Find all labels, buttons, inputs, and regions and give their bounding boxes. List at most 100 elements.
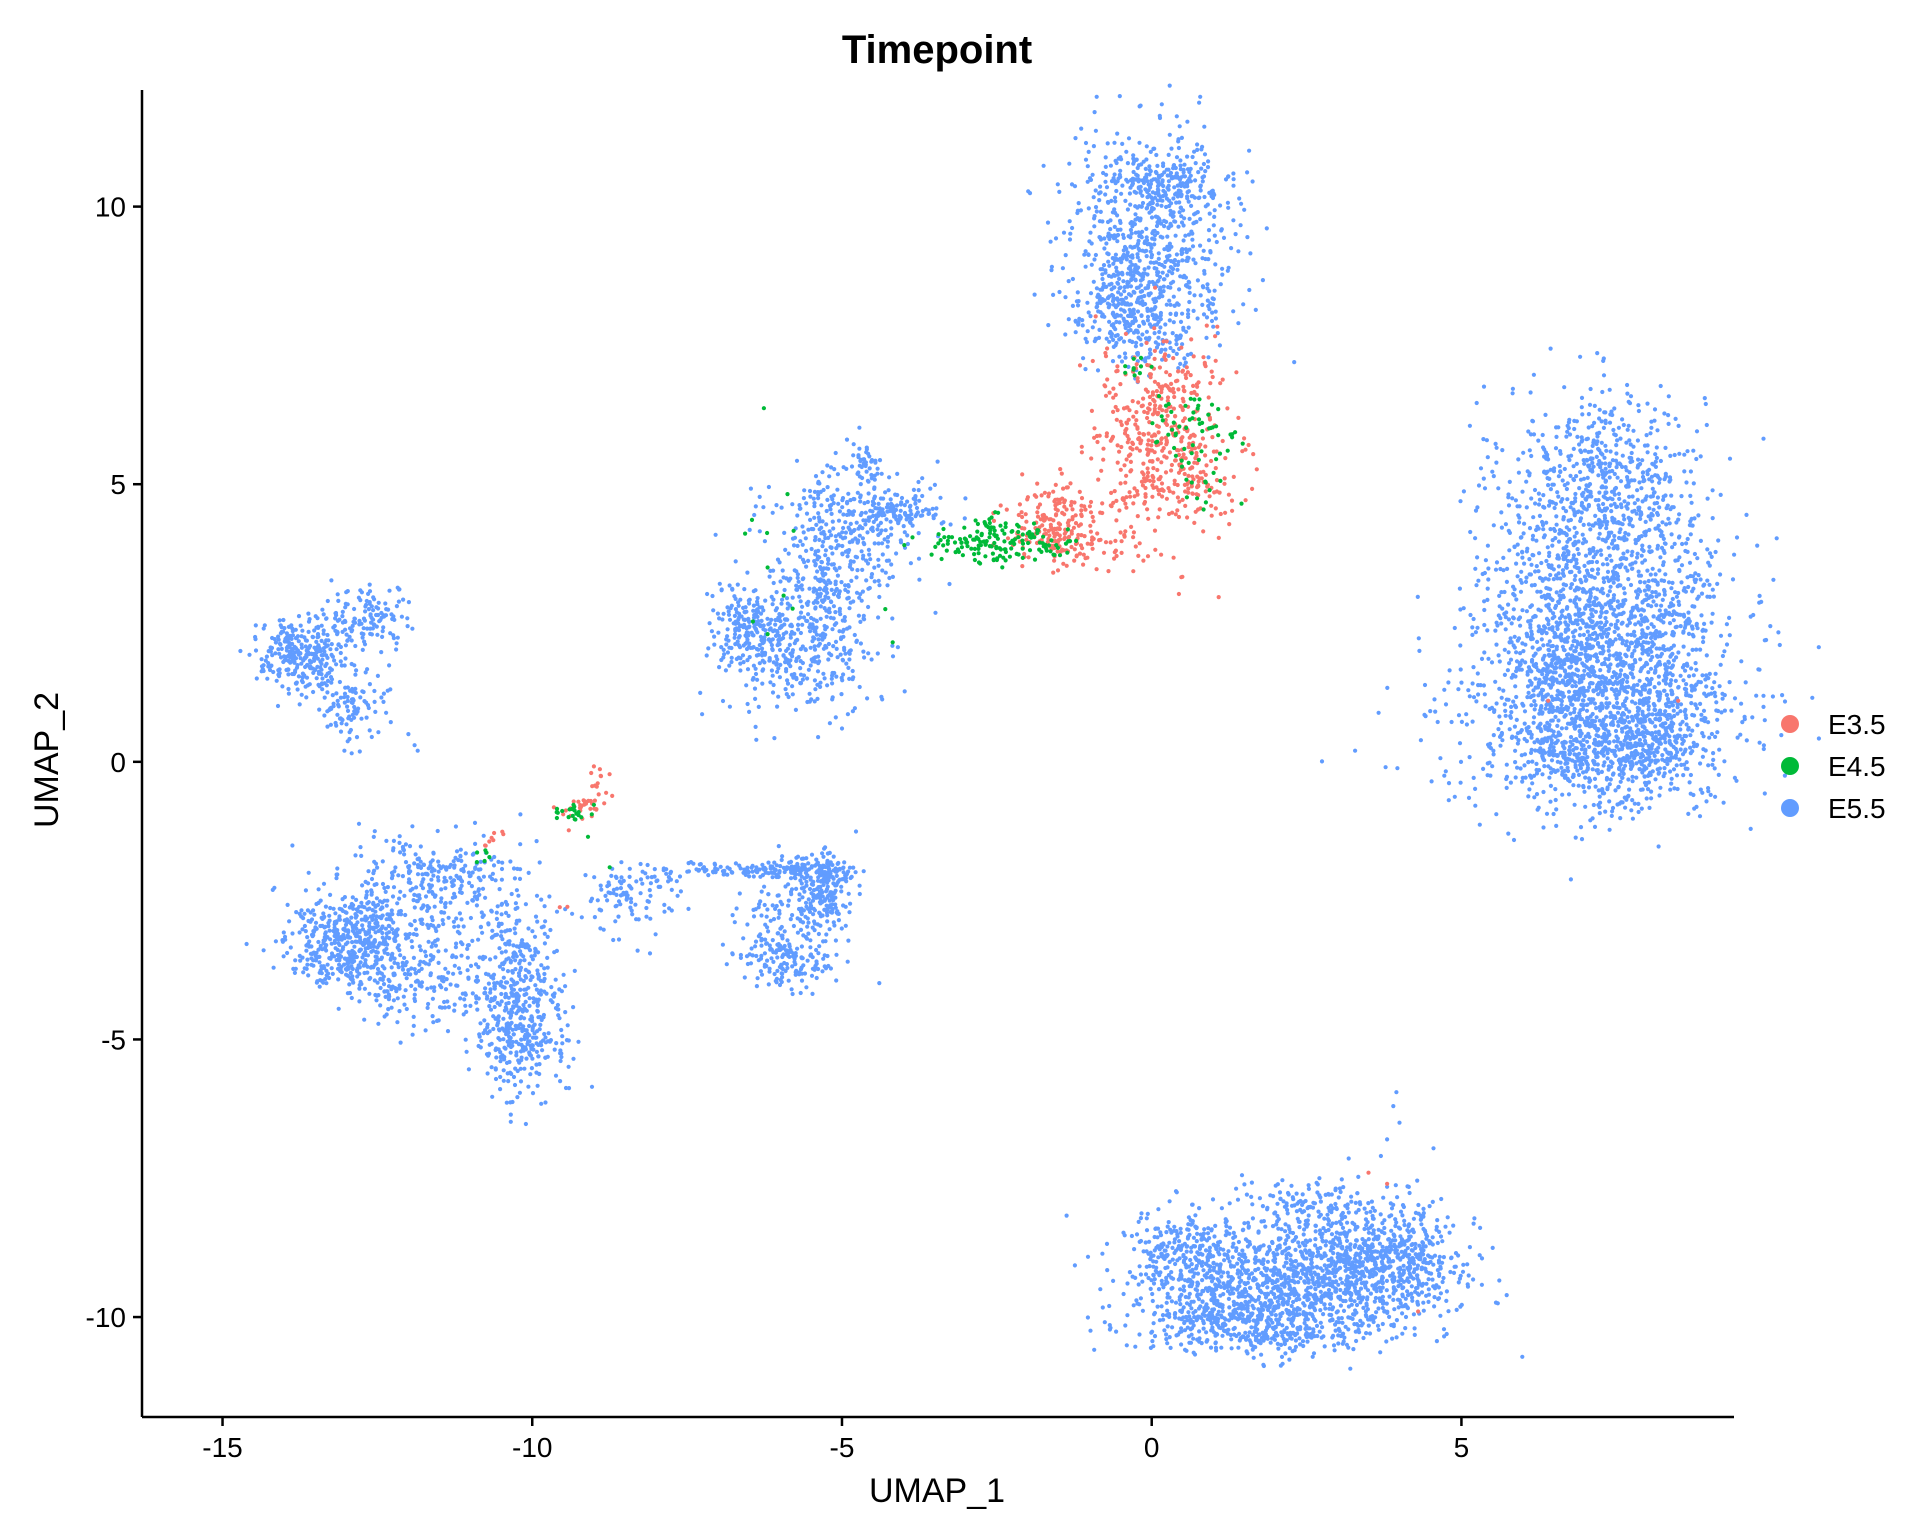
point-E5.5: [1688, 751, 1693, 756]
point-E5.5: [1684, 682, 1689, 687]
point-E5.5: [1533, 676, 1538, 681]
point-E5.5: [1675, 711, 1680, 716]
point-E5.5: [1547, 550, 1552, 556]
point-E5.5: [1135, 252, 1140, 257]
point-E5.5: [1169, 1270, 1174, 1275]
point-E5.5: [1586, 449, 1591, 455]
point-E5.5: [1574, 461, 1579, 466]
point-E5.5: [1724, 622, 1729, 627]
point-E5.5: [1545, 642, 1550, 647]
point-E5.5: [1479, 656, 1485, 662]
point-E5.5: [1709, 554, 1714, 560]
point-E5.5: [1558, 750, 1563, 755]
point-E5.5: [1711, 594, 1716, 599]
point-E5.5: [1572, 695, 1577, 700]
point-E5.5: [1142, 271, 1147, 276]
point-E5.5: [1551, 649, 1556, 654]
point-E5.5: [1662, 766, 1667, 771]
point-E5.5: [1163, 347, 1168, 352]
point-E5.5: [1603, 461, 1608, 466]
point-E5.5: [1695, 723, 1700, 728]
point-E5.5: [1161, 284, 1166, 289]
point-E5.5: [1474, 400, 1479, 406]
point-E5.5: [1123, 355, 1128, 360]
point-E5.5: [1678, 673, 1683, 678]
point-E5.5: [1635, 606, 1640, 611]
point-E5.5: [1130, 178, 1135, 184]
point-E5.5: [1628, 665, 1633, 670]
point-E5.5: [1671, 643, 1676, 648]
point-E5.5: [1625, 730, 1630, 735]
point-E5.5: [1190, 244, 1196, 249]
point-E5.5: [1637, 698, 1642, 703]
point-E5.5: [1613, 433, 1618, 438]
point-E5.5: [1247, 148, 1252, 153]
point-E5.5: [1707, 582, 1712, 587]
point-E5.5: [1432, 697, 1437, 702]
point-E5.5: [1593, 498, 1598, 503]
point-E5.5: [1602, 760, 1607, 765]
point-E5.5: [1167, 318, 1172, 323]
point-E5.5: [1658, 692, 1663, 697]
point-E5.5: [1143, 166, 1148, 171]
point-E5.5: [1486, 566, 1491, 571]
point-E5.5: [1179, 135, 1184, 140]
point-E5.5: [1649, 676, 1654, 682]
point-E5.5: [1653, 777, 1658, 782]
point-E5.5: [1675, 558, 1680, 563]
point-E5.5: [1617, 496, 1622, 501]
point-E5.5: [1668, 453, 1673, 458]
point-E5.5: [1609, 509, 1614, 514]
point-E5.5: [1732, 696, 1738, 701]
point-E5.5: [1552, 505, 1557, 511]
point-E5.5: [1206, 355, 1211, 360]
point-E5.5: [1712, 690, 1717, 695]
point-E5.5: [1654, 646, 1659, 651]
point-E5.5: [1123, 254, 1128, 259]
point-E5.5: [1534, 685, 1539, 690]
point-E5.5: [1139, 342, 1144, 347]
point-E5.5: [1658, 383, 1663, 389]
point-E5.5: [1640, 499, 1645, 504]
point-E5.5: [1629, 450, 1634, 456]
point-E5.5: [1761, 693, 1766, 698]
point-E5.5: [1574, 724, 1579, 729]
point-E5.5: [1138, 337, 1143, 342]
point-E5.5: [1133, 264, 1138, 270]
point-E5.5: [1556, 556, 1561, 561]
point-E5.5: [1685, 575, 1690, 580]
point-E5.5: [1119, 260, 1124, 265]
point-E5.5: [1696, 573, 1701, 578]
point-E5.5: [1680, 541, 1685, 547]
point-E5.5: [1115, 131, 1120, 136]
point-E5.5: [1569, 582, 1575, 587]
point-E5.5: [1410, 1295, 1415, 1300]
point-E5.5: [1491, 748, 1496, 753]
point-E5.5: [1558, 706, 1564, 712]
point-E5.5: [1664, 506, 1669, 511]
point-E5.5: [1617, 689, 1622, 694]
point-E5.5: [1623, 757, 1628, 762]
point-E5.5: [1671, 767, 1677, 772]
point-E5.5: [1180, 181, 1185, 186]
point-E5.5: [1663, 709, 1668, 714]
point-E5.5: [1599, 609, 1604, 614]
point-E5.5: [1629, 808, 1634, 813]
point-E5.5: [1652, 407, 1658, 412]
point-E5.5: [1509, 710, 1514, 715]
point-E5.5: [1599, 769, 1604, 775]
point-E5.5: [1090, 325, 1095, 330]
point-E5.5: [1134, 177, 1139, 182]
point-E5.5: [1604, 448, 1609, 453]
point-E5.5: [1092, 257, 1097, 262]
point-E5.5: [1646, 514, 1651, 519]
point-E5.5: [1557, 616, 1563, 621]
point-E5.5: [1629, 761, 1635, 766]
point-E5.5: [1613, 688, 1618, 693]
point-E5.5: [1075, 303, 1081, 308]
point-E5.5: [1163, 259, 1168, 265]
point-E5.5: [1742, 714, 1747, 720]
point-E5.5: [1599, 419, 1604, 424]
point-E5.5: [1567, 751, 1573, 756]
point-E5.5: [1554, 708, 1560, 713]
